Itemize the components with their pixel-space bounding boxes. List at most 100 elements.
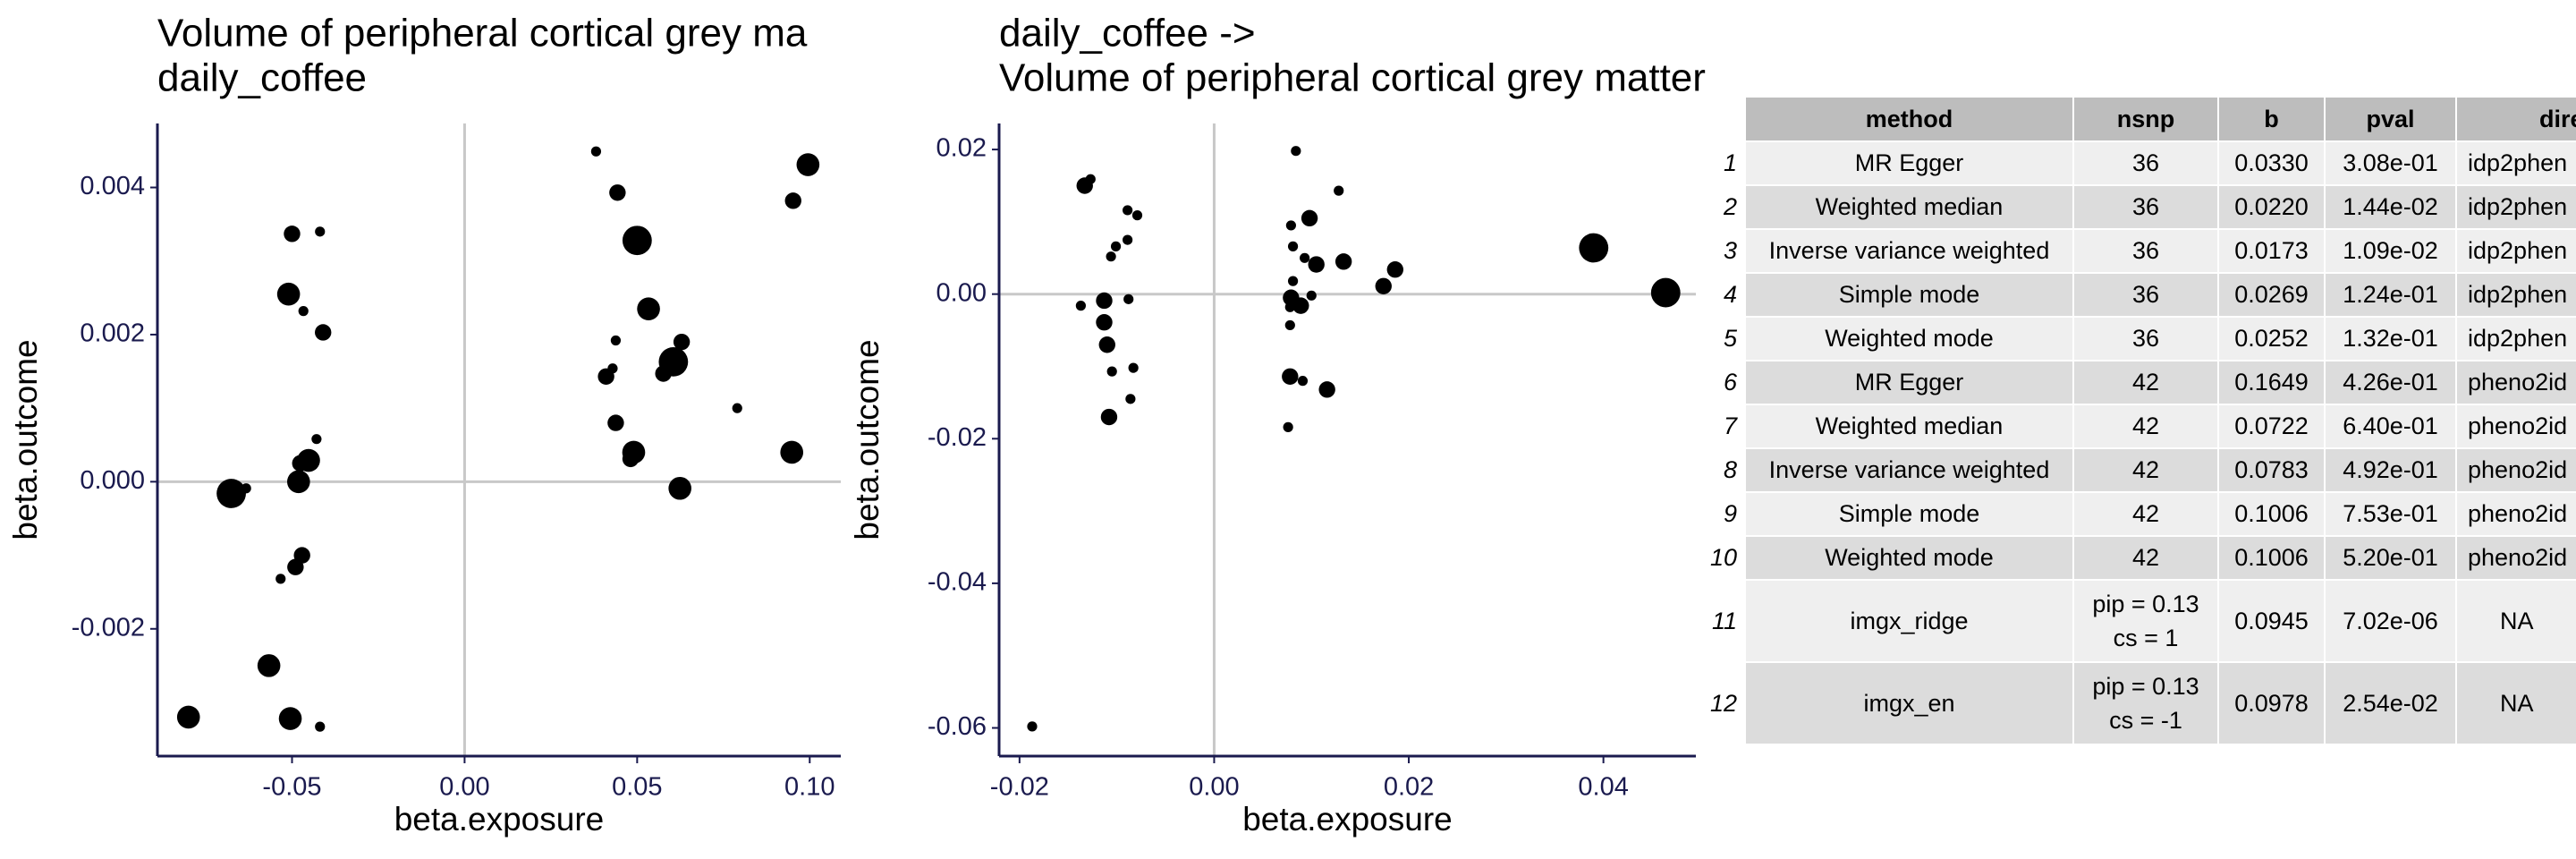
point [1282,368,1299,385]
point [315,324,332,341]
row-number: 12 [1699,661,1746,745]
y-tick-label: 0.000 [80,466,145,495]
cell: MR Egger [1744,140,2074,186]
point [287,470,310,494]
cell-line: cs = -1 [2109,707,2182,734]
cell: 0.0783 [2217,447,2326,493]
row-number: 3 [1699,228,1746,274]
cell: idp2phen [2455,184,2576,230]
row-number: 8 [1699,447,1746,493]
y-axis-title: beta.outcome [7,339,44,540]
row: 3 Inverse variance weighted 36 0.0173 1.09e-… [1699,228,2576,274]
cell: 36 [2072,316,2219,361]
header-cell: direction [2455,96,2576,142]
y-tick-label: 0.00 [936,278,987,307]
point [1284,319,1295,331]
cell: 0.0330 [2217,140,2326,186]
cell: imgx_ridge [1744,579,2074,663]
point [609,184,626,201]
header-cell: nsnp [2072,96,2219,142]
cell: 7.53e-01 [2324,491,2457,537]
cell: Inverse variance weighted [1744,228,2074,274]
cell: NA [2455,661,2576,745]
point [284,225,301,242]
cell: pip = 0.13 cs = 1 [2072,579,2219,663]
point [1375,277,1392,294]
y-tick-label: -0.02 [928,423,987,452]
point [1285,220,1296,231]
row: 12 imgx_en pip = 0.13 cs = -1 0.0978 2.54e-02… [1699,661,2576,745]
row: 1 MR Egger 36 0.0330 3.08e-01 idp2phen [1699,140,2576,186]
point [1291,146,1301,157]
point [780,440,804,464]
row: 10 Weighted mode 42 0.1006 5.20e-01 pheno2id [1699,535,2576,581]
cell: 36 [2072,140,2219,186]
cell: 36 [2072,184,2219,230]
x-tick-label: 0.02 [1384,773,1434,802]
cell: 7.02e-06 [2324,579,2457,663]
cell: 42 [2072,360,2219,405]
chart-title: Volume of peripheral cortical grey matte… [999,56,1706,100]
cell: 0.0220 [2217,184,2326,230]
point [1131,210,1143,221]
point [622,225,652,256]
point [668,476,691,500]
cell: pheno2id [2455,404,2576,449]
row: 2 Weighted median 36 0.0220 1.44e-02 idp2phen [1699,184,2576,230]
y-tick-label: -0.06 [928,712,987,741]
point [311,434,322,445]
point [257,654,281,677]
y-tick-label: -0.04 [928,568,987,597]
point [784,192,801,209]
point [1306,290,1317,301]
results-table-wrap: methodnsnpbpvaldirection1MR Egger360.033… [1699,96,2576,776]
corner [1699,96,1746,142]
cell: 3.08e-01 [2324,140,2457,186]
cell: Simple mode [1744,491,2074,537]
point [1075,301,1086,311]
row-number: 6 [1699,360,1746,405]
cell: pheno2id [2455,360,2576,405]
cell: 42 [2072,535,2219,581]
results-table: methodnsnpbpvaldirection1MR Egger360.033… [1699,96,2576,745]
point [1300,252,1310,263]
cell: 0.1006 [2217,535,2326,581]
x-tick-label: 0.10 [784,773,835,802]
point [1284,302,1295,312]
x-tick-label: 0.04 [1578,773,1628,802]
row-number: 5 [1699,316,1746,361]
point [241,483,251,494]
x-tick-label: -0.02 [990,773,1049,802]
point [796,153,820,176]
point [610,335,622,346]
x-tick-label: 0.05 [612,773,662,802]
header-cell: pval [2324,96,2457,142]
cell: 1.24e-01 [2324,272,2457,318]
point [1318,381,1335,398]
header-row: methodnsnpbpvaldirection [1699,96,2576,142]
cell: idp2phen [2455,272,2576,318]
point [1096,314,1113,331]
x-axis-title: beta.exposure [394,801,605,838]
cell: idp2phen [2455,316,2576,361]
point [275,574,286,584]
point [1650,277,1681,308]
y-tick-label: -0.002 [72,613,145,642]
point [673,333,691,351]
row-number: 1 [1699,140,1746,186]
row: 9 Simple mode 42 0.1006 7.53e-01 pheno2id [1699,491,2576,537]
cell: Weighted mode [1744,316,2074,361]
cell: Weighted median [1744,404,2074,449]
cell: 42 [2072,491,2219,537]
row: 11 imgx_ridge pip = 0.13 cs = 1 0.0945 7.02e-… [1699,579,2576,663]
chart-title: Volume of peripheral cortical grey ma [157,12,808,55]
point [292,455,309,472]
point [1287,276,1299,286]
x-tick-label: -0.05 [262,773,321,802]
point [1297,376,1309,387]
cell: Inverse variance weighted [1744,447,2074,493]
cell: pheno2id [2455,447,2576,493]
cell: 4.92e-01 [2324,447,2457,493]
